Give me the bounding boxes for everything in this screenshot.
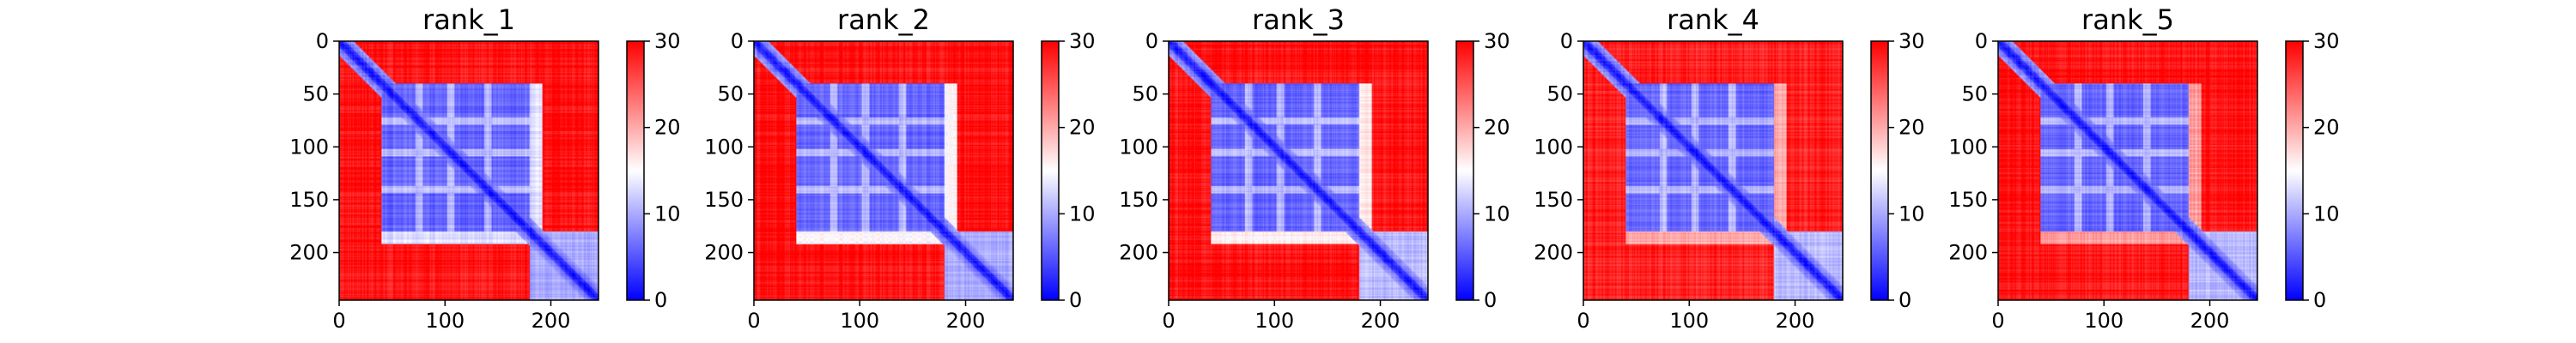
y-tick-label: 50 [717, 82, 744, 106]
x-tick-label: 100 [425, 309, 465, 333]
x-tick-label: 200 [532, 309, 571, 333]
axes-frame [1168, 40, 1429, 301]
colorbar-tick-label: 30 [1899, 29, 1925, 53]
colorbar-tick-label: 10 [2313, 202, 2340, 226]
colorbar-tick-label: 0 [654, 288, 667, 312]
heatmap-panel-3: rank_3 0 100 200 0 50 100 150 200 0 10 20 30 [1119, 3, 1510, 333]
colorbar-tick-label: 30 [654, 29, 681, 53]
y-tick-label: 0 [1560, 29, 1573, 53]
heatmap-image [1583, 41, 1843, 300]
colorbar [1042, 41, 1059, 300]
y-tick-label: 100 [704, 135, 744, 159]
panel-title: rank_3 [1252, 3, 1345, 36]
x-tick-label: 200 [946, 309, 986, 333]
x-tick-label: 200 [1361, 309, 1400, 333]
y-tick-label: 50 [1132, 82, 1158, 106]
axes-frame [1583, 40, 1844, 301]
heatmap-image [754, 41, 1013, 300]
panel-title: rank_1 [422, 3, 515, 36]
colorbar-tick-label: 10 [654, 202, 681, 226]
x-tick-label: 100 [1669, 309, 1709, 333]
y-tick-label: 0 [1975, 29, 1988, 53]
colorbar-tick-label: 20 [1484, 116, 1510, 140]
x-tick-label: 0 [1162, 309, 1175, 333]
heatmap-image [1169, 41, 1428, 300]
y-tick-label: 150 [704, 188, 744, 212]
y-tick-label: 200 [704, 241, 744, 265]
x-tick-label: 0 [332, 309, 345, 333]
heatmap-panel-2: rank_2 0 100 200 0 50 100 150 200 0 10 20 30 [704, 3, 1095, 333]
y-tick-label: 50 [302, 82, 329, 106]
colorbar [627, 41, 644, 300]
axes-frame [1997, 40, 2258, 301]
colorbar-tick-label: 30 [1484, 29, 1510, 53]
colorbar-frame [626, 40, 645, 301]
colorbar-tick-label: 0 [1069, 288, 1082, 312]
x-tick-label: 0 [747, 309, 760, 333]
colorbar-frame [2285, 40, 2304, 301]
y-tick-label: 100 [1119, 135, 1158, 159]
heatmap-panel-4: rank_4 0 100 200 0 50 100 150 200 0 10 20 30 [1534, 3, 1924, 333]
y-tick-label: 200 [1534, 241, 1573, 265]
colorbar-frame [1870, 40, 1889, 301]
colorbar-tick-label: 0 [1484, 288, 1497, 312]
colorbar-tick-label: 20 [1069, 116, 1096, 140]
colorbar-frame [1041, 40, 1060, 301]
y-tick-label: 150 [1534, 188, 1573, 212]
colorbar-frame [1455, 40, 1474, 301]
y-tick-label: 100 [1948, 135, 1988, 159]
colorbar [1871, 41, 1888, 300]
y-tick-label: 0 [316, 29, 329, 53]
axes-frame [338, 40, 599, 301]
y-tick-label: 0 [1145, 29, 1158, 53]
colorbar-tick-label: 20 [1899, 116, 1925, 140]
x-tick-label: 0 [1991, 309, 2004, 333]
colorbar-tick-label: 30 [1069, 29, 1096, 53]
colorbar [2286, 41, 2303, 300]
y-tick-label: 200 [1119, 241, 1158, 265]
colorbar-tick-label: 30 [2313, 29, 2340, 53]
colorbar-tick-label: 10 [1069, 202, 1096, 226]
panel-title: rank_2 [837, 3, 930, 36]
heatmap-image [1998, 41, 2257, 300]
y-tick-label: 200 [289, 241, 329, 265]
x-tick-label: 200 [2190, 309, 2230, 333]
x-tick-label: 100 [2084, 309, 2123, 333]
y-tick-label: 150 [1948, 188, 1988, 212]
x-tick-label: 100 [1255, 309, 1294, 333]
y-tick-label: 50 [1546, 82, 1573, 106]
panel-title: rank_4 [1667, 3, 1759, 36]
panel-title: rank_5 [2081, 3, 2174, 36]
x-tick-label: 200 [1776, 309, 1815, 333]
x-tick-label: 100 [840, 309, 879, 333]
colorbar-tick-label: 20 [654, 116, 681, 140]
colorbar-tick-label: 10 [1899, 202, 1925, 226]
y-tick-label: 0 [731, 29, 744, 53]
y-tick-label: 150 [1119, 188, 1158, 212]
heatmap-panel-1: rank_1 0 100 200 0 50 100 150 200 0 10 20 30 [289, 3, 680, 333]
heatmap-image [339, 41, 598, 300]
y-tick-label: 150 [289, 188, 329, 212]
colorbar-tick-label: 0 [1899, 288, 1911, 312]
y-tick-label: 100 [1534, 135, 1573, 159]
axes-frame [753, 40, 1014, 301]
x-tick-label: 0 [1577, 309, 1589, 333]
y-tick-label: 100 [289, 135, 329, 159]
colorbar-tick-label: 0 [2313, 288, 2326, 312]
heatmap-panel-5: rank_5 0 100 200 0 50 100 150 200 0 10 20 30 [1948, 3, 2339, 333]
colorbar-tick-label: 10 [1484, 202, 1510, 226]
y-tick-label: 50 [1961, 82, 1988, 106]
colorbar-tick-label: 20 [2313, 116, 2340, 140]
colorbar [1456, 41, 1473, 300]
y-tick-label: 200 [1948, 241, 1988, 265]
